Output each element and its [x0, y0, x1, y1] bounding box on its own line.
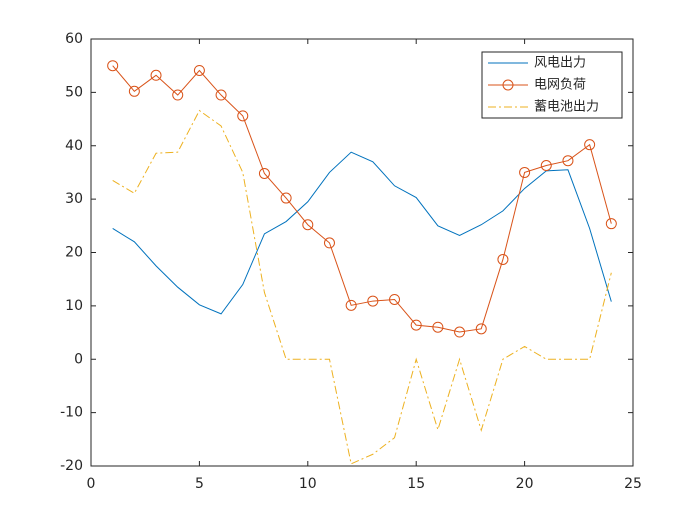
data-point [519, 166, 531, 178]
data-point [193, 64, 205, 76]
x-tick-label: 15 [407, 476, 425, 492]
data-point [540, 159, 552, 171]
legend-label: 电网负荷 [534, 78, 586, 93]
legend-label: 蓄电池出力 [534, 100, 599, 115]
legend-marker [502, 79, 514, 91]
y-tick-label: 10 [65, 298, 83, 314]
y-tick-label: 40 [65, 138, 83, 154]
data-point [410, 319, 422, 331]
legend-label: 风电出力 [534, 56, 586, 71]
y-tick-label: -20 [60, 458, 83, 474]
data-point [605, 218, 617, 230]
y-tick-label: 0 [74, 351, 83, 367]
data-point [258, 168, 270, 180]
x-tick-label: 20 [516, 476, 534, 492]
data-point [280, 192, 292, 204]
data-point [475, 323, 487, 335]
y-tick-label: 20 [65, 245, 83, 261]
x-tick-label: 10 [299, 476, 317, 492]
data-point [432, 321, 444, 333]
data-point [237, 110, 249, 122]
y-tick-label: 50 [65, 84, 83, 100]
data-point [345, 299, 357, 311]
y-tick-label: -10 [60, 405, 83, 421]
data-point [302, 219, 314, 231]
x-tick-label: 5 [195, 476, 204, 492]
series-line [112, 151, 612, 315]
data-point [584, 139, 596, 151]
x-tick-label: 25 [624, 476, 642, 492]
data-point [150, 69, 162, 81]
data-point [128, 85, 140, 97]
data-point [215, 89, 227, 101]
data-point [323, 237, 335, 249]
data-point [389, 293, 401, 305]
data-point [172, 89, 184, 101]
y-tick-label: 60 [65, 31, 83, 47]
y-tick-label: 30 [65, 191, 83, 207]
series-line [112, 109, 612, 465]
data-point [367, 295, 379, 307]
data-point [454, 326, 466, 338]
data-point [497, 253, 509, 265]
data-point [107, 60, 119, 72]
data-point [562, 155, 574, 167]
x-tick-label: 0 [87, 476, 96, 492]
